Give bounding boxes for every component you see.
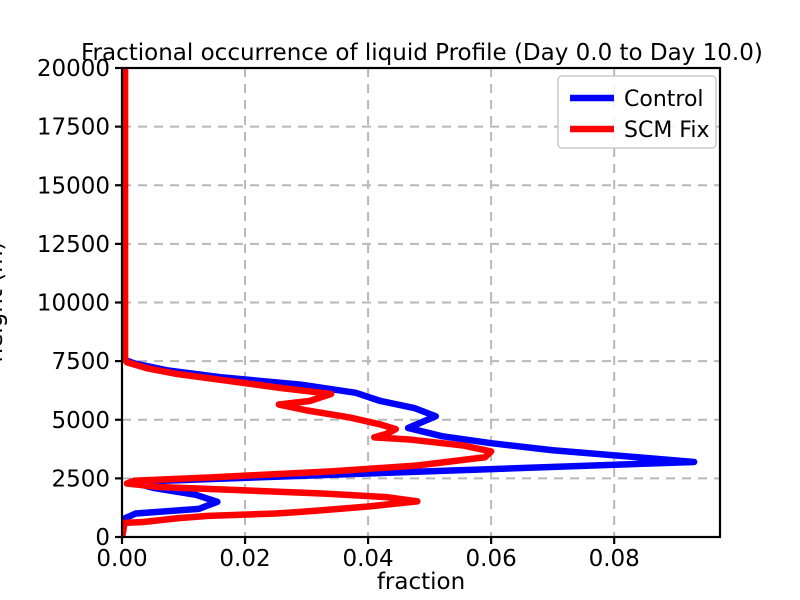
gridlines-group	[122, 68, 720, 537]
y-tick-label: 0	[95, 525, 110, 551]
y-tick-label: 10000	[37, 291, 110, 317]
y-axis-label: height (m)	[0, 242, 8, 363]
x-tick-label: 0.06	[466, 546, 517, 572]
legend-label-scm-fix[interactable]: SCM Fix	[624, 118, 710, 143]
x-tick-label: 0.00	[96, 546, 147, 572]
x-tick-label: 0.08	[589, 546, 640, 572]
x-axis-label: fraction	[377, 569, 465, 595]
legend[interactable]: Control SCM Fix	[557, 75, 717, 149]
y-axis-ticks: 0 2500 5000 7500 10000 12500 15000 17500 20000	[37, 56, 122, 551]
y-tick-label: 12500	[37, 232, 110, 258]
y-tick-label: 2500	[51, 466, 110, 492]
y-tick-label: 5000	[51, 408, 110, 434]
legend-label-control[interactable]: Control	[624, 87, 704, 112]
y-tick-label: 7500	[51, 349, 110, 375]
chart-title: Fractional occurrence of liquid Profile …	[81, 40, 763, 66]
y-tick-label: 17500	[37, 115, 110, 141]
data-series-group	[122, 68, 698, 537]
y-tick-label: 15000	[37, 173, 110, 199]
x-tick-label: 0.04	[342, 546, 393, 572]
x-axis-ticks: 0.00 0.02 0.04 0.06 0.08	[96, 537, 640, 572]
x-tick-label: 0.02	[219, 546, 270, 572]
series-line-scm-fix	[122, 68, 495, 537]
y-tick-label: 20000	[37, 56, 110, 82]
